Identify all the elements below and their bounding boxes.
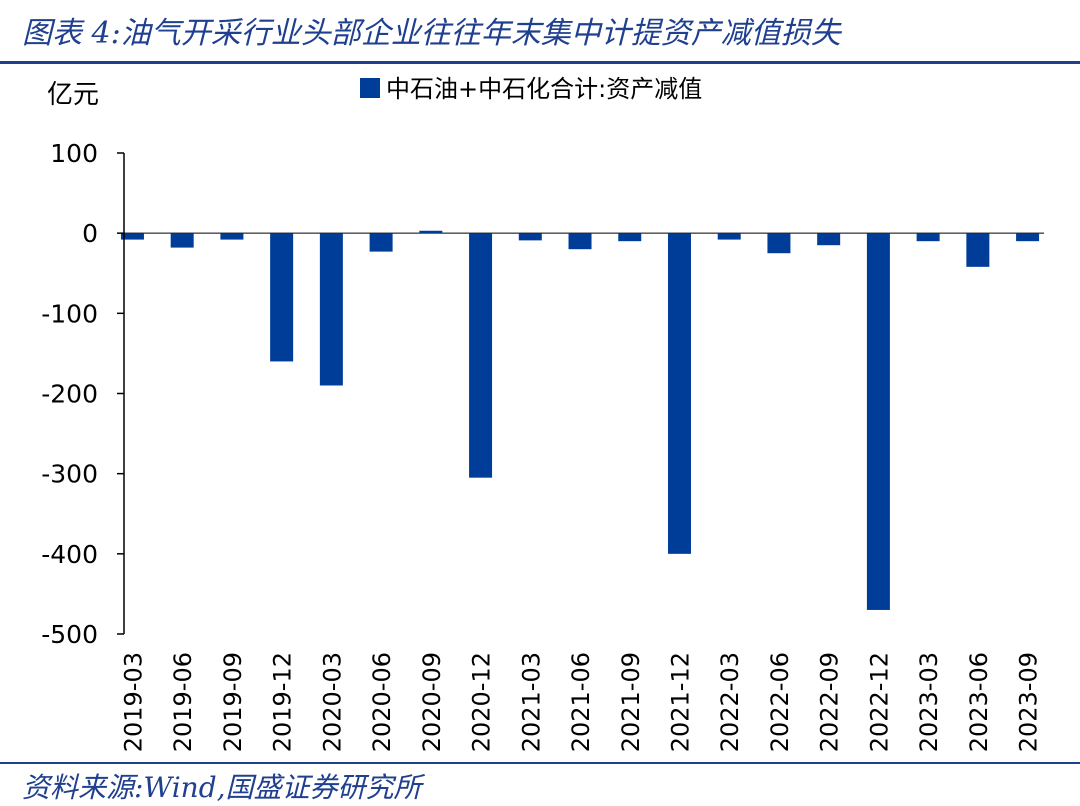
x-tick-label: 2021-03	[517, 652, 545, 752]
source-divider	[0, 762, 1080, 764]
bar	[568, 233, 592, 250]
y-tick-label: -100	[41, 299, 98, 328]
x-tick-label: 2019-06	[169, 652, 197, 752]
y-tick-label: -200	[41, 380, 98, 409]
bar	[319, 233, 343, 386]
x-tick-label: 2019-03	[119, 652, 147, 752]
x-tick-label: 2020-03	[318, 652, 346, 752]
bar	[618, 233, 642, 242]
legend-swatch	[360, 78, 380, 98]
bar	[120, 233, 144, 240]
bar	[717, 233, 741, 240]
bar	[170, 233, 194, 248]
x-tick-label: 2022-12	[865, 652, 893, 752]
legend-label: 中石油+中石化合计:资产减值	[386, 75, 702, 103]
x-tick-label: 2022-09	[816, 652, 844, 752]
x-tick-label: 2023-09	[1015, 652, 1043, 752]
x-tick-label: 2021-12	[666, 652, 694, 752]
y-tick-label: 100	[50, 139, 98, 168]
x-tick-label: 2020-09	[418, 652, 446, 752]
x-tick-label: 2023-03	[915, 652, 943, 752]
bar	[767, 233, 791, 254]
bar	[369, 233, 393, 252]
y-tick-label: -500	[41, 620, 98, 649]
x-tick-label: 2021-09	[617, 652, 645, 752]
bar	[270, 233, 294, 362]
bar	[966, 233, 990, 267]
y-axis-ticks: 100 0 -100 -200 -300 -400 -500	[41, 139, 124, 649]
bar	[419, 230, 443, 234]
source-note: 资料来源:Wind,国盛证券研究所	[22, 771, 422, 804]
x-tick-label: 2019-09	[219, 652, 247, 752]
x-tick-label: 2022-03	[716, 652, 744, 752]
x-tick-label: 2020-12	[468, 652, 496, 752]
x-tick-label: 2021-06	[567, 652, 595, 752]
bar	[1016, 233, 1040, 242]
y-tick-label: -300	[41, 460, 98, 489]
x-tick-label: 2019-12	[269, 652, 297, 752]
bar	[220, 233, 244, 240]
bar	[817, 233, 841, 246]
y-tick-label: -400	[41, 540, 98, 569]
bar	[916, 233, 940, 242]
y-tick-label: 0	[82, 219, 98, 248]
bar	[667, 233, 691, 554]
x-tick-label: 2020-06	[368, 652, 396, 752]
bar	[518, 233, 542, 241]
figure-title: 图表 4:油气开采行业头部企业往往年末集中计提资产减值损失	[22, 16, 841, 51]
bar	[866, 233, 890, 610]
x-axis-labels: 2019-03 2019-06 2019-09 2019-12 2020-03 2020-…	[119, 652, 1042, 752]
x-tick-label: 2022-06	[766, 652, 794, 752]
y-axis-unit: 亿元	[47, 80, 99, 110]
bars-layer	[120, 230, 1044, 610]
bar	[469, 233, 493, 478]
title-divider	[0, 61, 1080, 64]
x-tick-label: 2023-06	[965, 652, 993, 752]
